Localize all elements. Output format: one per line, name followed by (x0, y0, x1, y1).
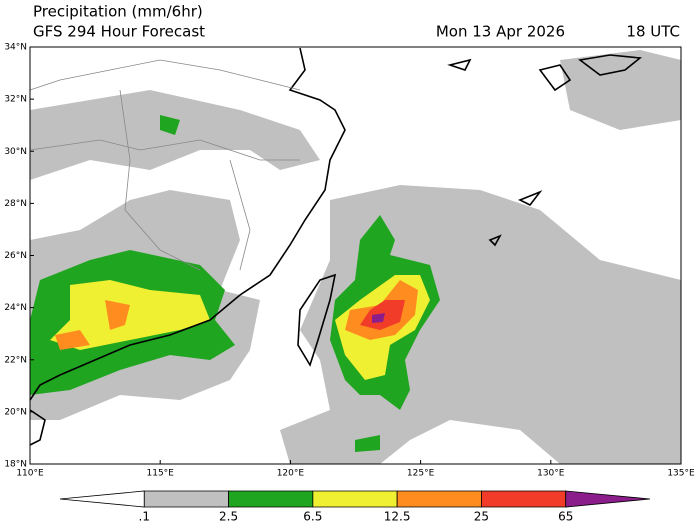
valid-date: Mon 13 Apr 2026 (436, 23, 565, 41)
lat-label: 20°N (4, 407, 27, 417)
coastlines (29, 47, 643, 446)
subtitle: GFS 294 Hour Forecast (33, 23, 205, 41)
lat-label: 24°N (4, 303, 27, 313)
lon-label: 130°E (537, 469, 565, 479)
colorbar-label: 6.5 (303, 510, 322, 524)
colorbar-swatch (396, 490, 482, 508)
colorbar-swatch (59, 490, 145, 508)
lat-label: 28°N (4, 199, 27, 209)
lon-label: 120°E (277, 469, 305, 479)
precip-area (50, 280, 210, 350)
lon-label: 110°E (16, 469, 44, 479)
colorbar-swatch (228, 490, 314, 508)
colorbar-label: 25 (474, 510, 489, 524)
lat-label: 30°N (4, 147, 27, 157)
precip-area (160, 115, 180, 135)
lat-label: 18°N (4, 460, 27, 470)
colorbar-label: 65 (558, 510, 573, 524)
colorbar-label: .1 (139, 510, 150, 524)
precip-field (30, 47, 681, 464)
precip-area (55, 300, 130, 350)
title: Precipitation (mm/6hr) (33, 3, 203, 21)
colorbar-swatch (481, 490, 567, 508)
colorbar-label: 2.5 (219, 510, 238, 524)
lat-label: 34°N (4, 43, 27, 53)
lon-label: 115°E (147, 469, 175, 479)
colorbar-swatch (565, 490, 651, 508)
lon-label: 125°E (407, 469, 435, 479)
lat-label: 26°N (4, 251, 27, 261)
precip-area (355, 435, 380, 452)
colorbar-label: 12.5 (384, 510, 411, 524)
colorbar-swatch (143, 490, 229, 508)
lat-label: 22°N (4, 355, 27, 365)
precip-area (372, 313, 385, 323)
lon-label: 135°E (667, 469, 695, 479)
axis-labels: 34°N 32°N 30°N 28°N 26°N 24°N 22°N 20°N 18°N110°… (4, 43, 695, 479)
colorbar: .1 2.5 6.5 12.5 25 65 (59, 490, 651, 524)
valid-time: 18 UTC (626, 23, 680, 41)
lat-label: 32°N (4, 95, 27, 105)
colorbar-swatch (312, 490, 398, 508)
precip-area (560, 50, 681, 130)
